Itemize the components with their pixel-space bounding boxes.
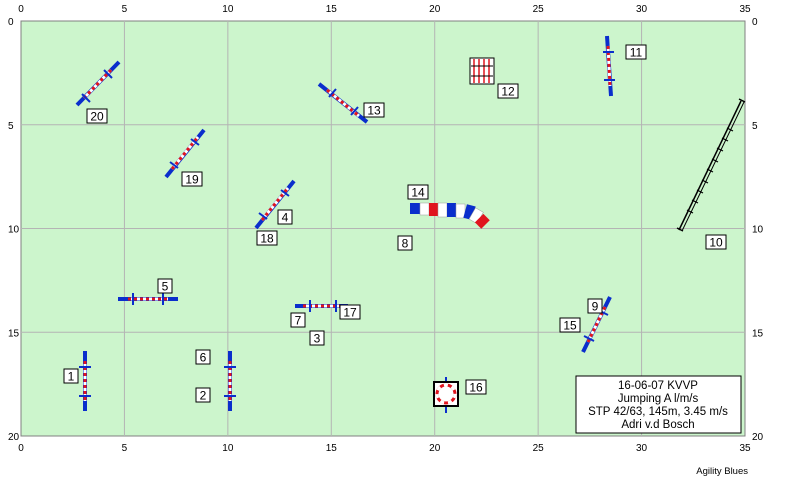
- jump-17: [295, 300, 348, 312]
- x-tick-label-bottom: 0: [18, 443, 24, 454]
- jump-6: [224, 351, 236, 411]
- obstacle-label-box: [63, 368, 79, 384]
- x-tick-label-bottom: 10: [222, 443, 234, 454]
- jump-19: [164, 128, 206, 179]
- y-tick-label-right: 0: [752, 17, 758, 28]
- x-tick-label-bottom: 25: [533, 443, 545, 454]
- obstacle-label-12: 12: [501, 85, 515, 99]
- x-tick-label-bottom: 30: [636, 443, 648, 454]
- y-tick-label-left: 10: [8, 225, 20, 236]
- obstacle-label-box: [195, 387, 211, 403]
- obstacle-label-8: 8: [402, 237, 409, 251]
- y-tick-label-right: 15: [752, 328, 764, 339]
- x-tick-label-top: 25: [533, 4, 545, 15]
- obstacle-label-4: 4: [282, 211, 289, 225]
- obstacle-label-17: 17: [343, 306, 357, 320]
- x-tick-label-top: 10: [222, 4, 234, 15]
- obstacle-label-9: 9: [592, 300, 599, 314]
- obstacle-label-19: 19: [185, 173, 199, 187]
- obstacle-label-box: [397, 235, 413, 251]
- course-info-line-3: STP 42/63, 145m, 3.45 m/s: [588, 406, 728, 418]
- obstacle-label-15: 15: [563, 319, 577, 333]
- obstacle-label-14: 14: [411, 186, 425, 200]
- obstacle-label-box: [559, 317, 581, 333]
- obstacle-label-20: 20: [90, 110, 104, 124]
- obstacle-label-box: [86, 108, 108, 124]
- obstacle-label-box: [705, 234, 727, 250]
- obstacle-label-box: [290, 312, 306, 328]
- obstacle-label-3: 3: [314, 332, 321, 346]
- obstacle-label-box: [625, 44, 647, 60]
- y-tick-label-left: 20: [8, 432, 20, 443]
- course-info-line-1: 16-06-07 KVVP: [618, 380, 698, 392]
- jump-11: [603, 35, 615, 97]
- obstacle-label-box: [277, 209, 293, 225]
- x-tick-label-top: 5: [122, 4, 128, 15]
- y-tick-label-right: 10: [752, 225, 764, 236]
- obstacle-label-2: 2: [200, 389, 207, 403]
- y-tick-label-left: 0: [8, 17, 14, 28]
- x-tick-label-top: 0: [18, 4, 24, 15]
- y-tick-label-left: 15: [8, 328, 20, 339]
- obstacle-label-11: 11: [630, 46, 643, 60]
- y-tick-label-left: 5: [8, 121, 14, 132]
- obstacle-label-13: 13: [367, 104, 381, 118]
- y-tick-label-right: 5: [752, 121, 758, 132]
- x-tick-label-bottom: 20: [429, 443, 441, 454]
- jump-13: [317, 82, 369, 124]
- obstacle-label-box: [309, 330, 325, 346]
- obstacle-label-7: 7: [295, 314, 302, 328]
- obstacle-label-16: 16: [469, 381, 483, 395]
- x-tick-label-top: 35: [739, 4, 751, 15]
- obstacle-label-box: [363, 102, 385, 118]
- obstacle-label-box: [157, 278, 173, 294]
- obstacle-label-5: 5: [162, 280, 169, 294]
- obstacle-label-box: [407, 184, 429, 200]
- obstacle-label-box: [497, 83, 519, 99]
- obstacle-label-box: [465, 379, 487, 395]
- jump-4: [254, 179, 296, 230]
- obstacle-label-box: [181, 171, 203, 187]
- x-tick-label-bottom: 5: [122, 443, 128, 454]
- jump-5: [118, 293, 178, 305]
- course-info-box: 16-06-07 KVVP Jumping A l/m/s STP 42/63,…: [575, 375, 742, 434]
- obstacle-label-18: 18: [260, 232, 274, 246]
- x-tick-label-top: 20: [429, 4, 441, 15]
- obstacle-label-10: 10: [709, 236, 723, 250]
- obstacle-label-box: [339, 304, 361, 320]
- obstacle-label-box: [256, 230, 278, 246]
- jump-1: [79, 351, 91, 411]
- dogwalk-10: [676, 98, 746, 232]
- tyre-16: [433, 377, 459, 413]
- obstacle-label-6: 6: [200, 351, 207, 365]
- credit-text: Agility Blues: [696, 466, 748, 477]
- tunnel-14: [410, 202, 490, 229]
- obstacle-label-box: [587, 298, 603, 314]
- y-tick-label-right: 20: [752, 432, 764, 443]
- weave-12: [469, 57, 495, 85]
- grid-lines: [21, 21, 745, 436]
- x-tick-label-top: 15: [326, 4, 338, 15]
- x-tick-label-top: 30: [636, 4, 648, 15]
- course-info-line-4: Adri v.d Bosch: [621, 419, 694, 431]
- x-tick-label-bottom: 35: [739, 443, 751, 454]
- x-tick-label-bottom: 15: [326, 443, 338, 454]
- course-info-line-2: Jumping A l/m/s: [618, 393, 699, 405]
- jump-20: [75, 60, 121, 107]
- obstacle-label-box: [195, 349, 211, 365]
- obstacle-label-1: 1: [68, 370, 75, 384]
